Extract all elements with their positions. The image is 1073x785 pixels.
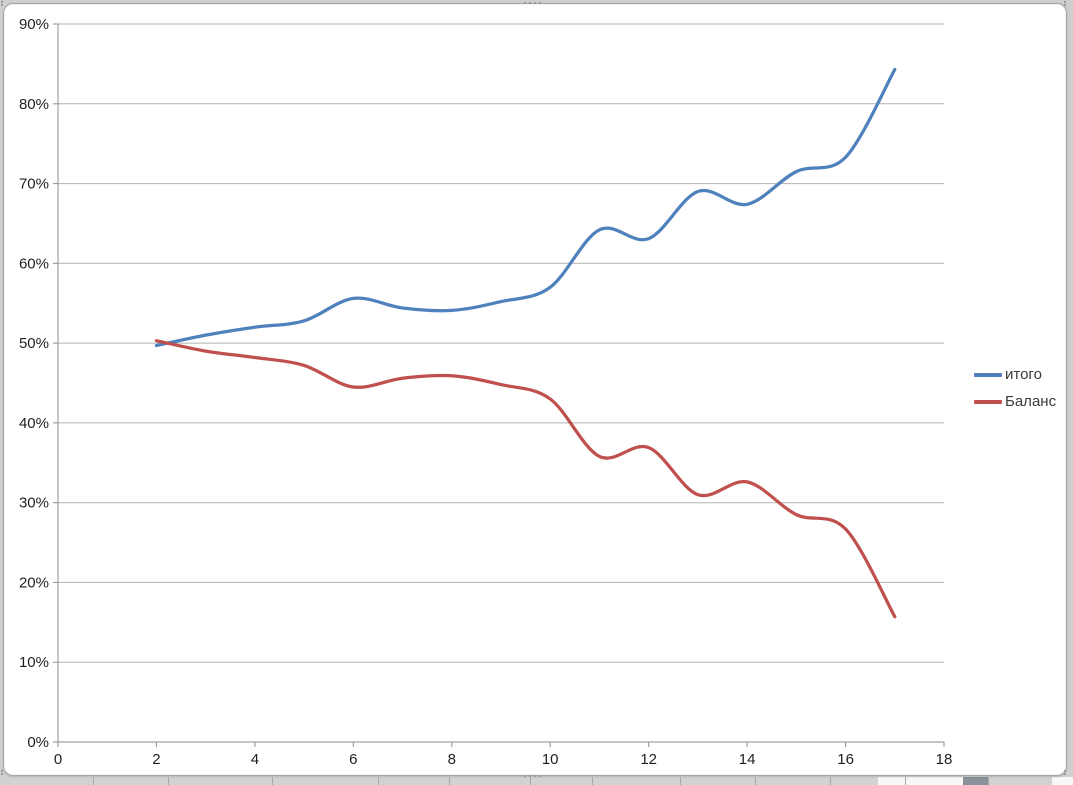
sheet-gridline xyxy=(272,777,273,785)
chart-resize-handle-top[interactable] xyxy=(524,2,541,4)
sheet-gridline xyxy=(755,777,756,785)
chart-object[interactable]: 0% 10% 20% 30% 40% 50% 60% 70% 80% 90% 0 2 4 6 8 10 12 14… xyxy=(3,3,1067,776)
y-axis-label: 60% xyxy=(19,255,49,272)
series-line-itogo[interactable] xyxy=(154,67,897,348)
sheet-cell-white xyxy=(878,777,963,785)
sheet-gridline xyxy=(530,777,531,785)
chart-resize-handle-bottom-left[interactable] xyxy=(1,770,3,775)
x-axis-label: 14 xyxy=(739,751,756,768)
y-axis-label: 10% xyxy=(19,654,49,671)
sheet-gridline xyxy=(680,777,681,785)
spreadsheet-cells-strip xyxy=(0,777,1073,785)
x-axis-label: 10 xyxy=(542,751,559,768)
y-axis-label: 0% xyxy=(27,734,49,751)
y-axis-label: 50% xyxy=(19,335,49,352)
series-line-balans[interactable] xyxy=(154,339,897,619)
y-axis-label: 30% xyxy=(19,495,49,512)
sheet-gridline xyxy=(592,777,593,785)
chart-resize-handle-bottom[interactable] xyxy=(524,775,541,777)
sheet-cell-white xyxy=(1052,777,1073,785)
chart-canvas[interactable]: 0% 10% 20% 30% 40% 50% 60% 70% 80% 90% 0 2 4 6 8 10 12 14… xyxy=(4,4,1066,775)
x-axis-label: 4 xyxy=(251,751,259,768)
x-axis-label: 0 xyxy=(54,751,62,768)
x-axis-label: 16 xyxy=(837,751,854,768)
y-axis-label: 20% xyxy=(19,574,49,591)
y-axis-label: 80% xyxy=(19,96,49,113)
legend-entry-itogo[interactable]: итого xyxy=(974,366,1056,384)
chart-legend[interactable]: итого Баланс xyxy=(974,366,1056,411)
sheet-gridline xyxy=(93,777,94,785)
chart-resize-handle-top-right[interactable] xyxy=(1064,1,1066,6)
sheet-gridline xyxy=(830,777,831,785)
x-axis-label: 18 xyxy=(936,751,953,768)
sheet-gridline xyxy=(168,777,169,785)
chart-resize-handle-bottom-right[interactable] xyxy=(1064,770,1066,775)
chart-resize-handle-top-left[interactable] xyxy=(1,1,3,6)
legend-entry-balans[interactable]: Баланс xyxy=(974,393,1056,411)
legend-line-swatch-itogo xyxy=(974,373,1002,377)
sheet-cell-filled xyxy=(963,777,988,785)
legend-label-balans: Баланс xyxy=(1005,393,1057,410)
y-axis-label: 70% xyxy=(19,176,49,193)
y-axis-label: 40% xyxy=(19,415,49,432)
y-axis-label: 90% xyxy=(19,16,49,33)
x-axis-label: 6 xyxy=(349,751,357,768)
sheet-gridline xyxy=(988,777,989,785)
x-axis-label: 12 xyxy=(640,751,657,768)
sheet-gridline xyxy=(905,777,906,785)
sheet-gridline xyxy=(378,777,379,785)
x-axis-label: 2 xyxy=(152,751,160,768)
x-axis-label: 8 xyxy=(448,751,456,768)
legend-line-swatch-balans xyxy=(974,400,1002,404)
legend-label-itogo: итого xyxy=(1005,366,1042,383)
sheet-gridline xyxy=(449,777,450,785)
